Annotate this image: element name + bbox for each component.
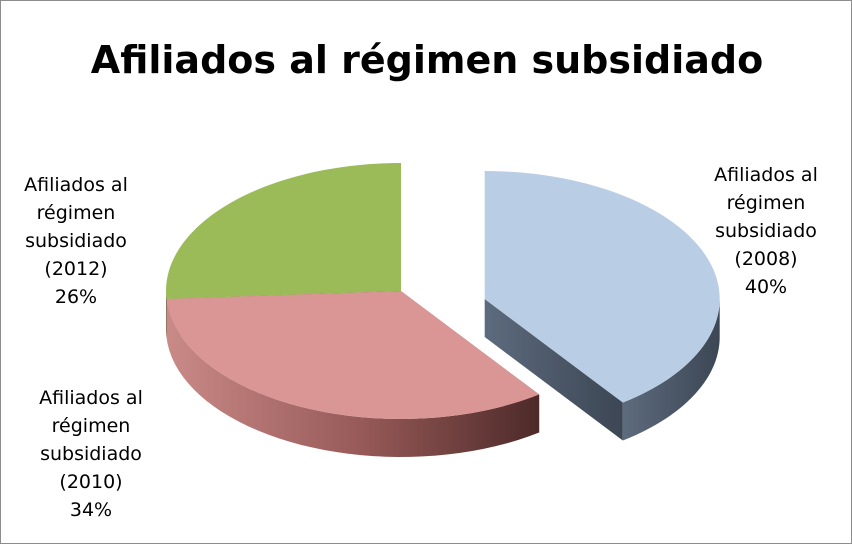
pie-slice [484, 171, 720, 403]
data-label: Afiliados al régimen subsidiado (2012) 26… [1, 171, 151, 311]
percent-label: 26% [54, 286, 98, 308]
slice-side [166, 299, 540, 457]
percent-label: 34% [69, 499, 113, 521]
slice-side [484, 299, 623, 441]
category-label: Afiliados al régimen subsidiado (2012) [24, 174, 128, 280]
percent-label: 40% [744, 276, 788, 298]
category-label: Afiliados al régimen subsidiado (2008) [714, 164, 818, 270]
data-label: Afiliados al régimen subsidiado (2010) 34… [16, 384, 166, 524]
category-label: Afiliados al régimen subsidiado (2010) [39, 387, 143, 493]
pie-slice [166, 163, 401, 300]
chart-title: Afiliados al régimen subsidiado [91, 38, 763, 82]
slice-side [622, 299, 720, 441]
pie-slice [166, 291, 540, 419]
data-label: Afiliados al régimen subsidiado (2008) 40… [691, 161, 841, 301]
